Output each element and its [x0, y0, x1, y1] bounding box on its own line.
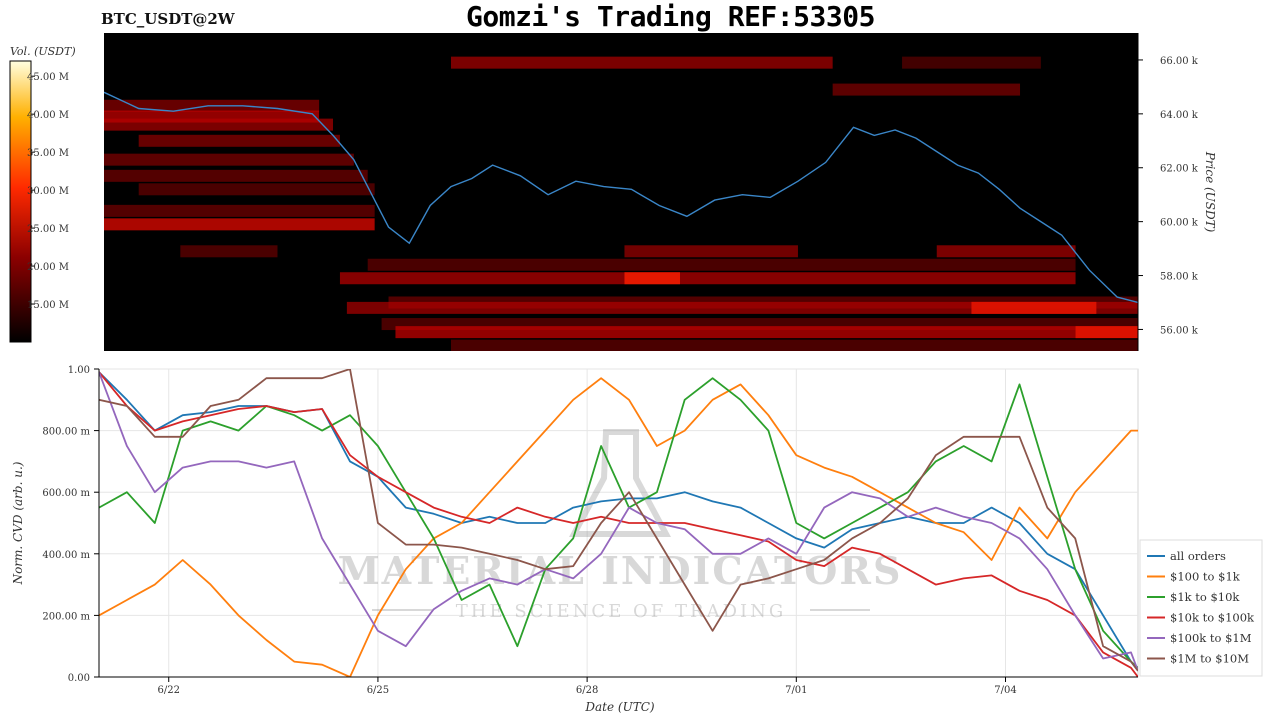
series-line-3: [99, 371, 1138, 677]
cvd-y-ticks: 0.00 200.00 m 400.00 m 600.00 m 800.00 m 1.00: [42, 365, 1138, 684]
x-tick-label: 7/04: [994, 685, 1016, 696]
legend-label: $100 to $1k: [1170, 570, 1241, 584]
price-tick-label: 62.00 k: [1160, 164, 1199, 175]
series-line-5: [99, 369, 1138, 672]
y-tick-label: 600.00 m: [42, 488, 90, 499]
series-line-1: [99, 377, 1138, 677]
x-tick-label: 6/28: [576, 685, 598, 696]
price-tick-label: 56.00 k: [1160, 325, 1199, 336]
heatmap-band: [936, 245, 1076, 258]
heatmap-band: [138, 134, 340, 147]
heatmap-band: [902, 56, 1041, 69]
colorbar-tick-label: 45.00 M: [27, 72, 69, 83]
legend-label: all orders: [1170, 549, 1226, 563]
heatmap-band: [450, 56, 833, 69]
colorbar-tick-label: 35.00 M: [27, 148, 69, 159]
heatmap-band: [104, 218, 375, 231]
y-tick-label: 400.00 m: [42, 550, 90, 561]
heatmap-band: [339, 272, 1076, 285]
heatmap-band: [138, 183, 375, 196]
price-line: [104, 91, 1138, 304]
colorbar-tick-label: 40.00 M: [27, 110, 69, 121]
price-axis-label: Price (USDT): [1203, 151, 1217, 233]
heatmap-band: [367, 258, 1076, 271]
pair-label: BTC_USDT@2W: [101, 10, 235, 28]
y-tick-label: 0.00: [68, 673, 90, 684]
heatmap-band: [971, 301, 1097, 314]
colorbar-tick-label: 20.00 M: [27, 262, 69, 273]
heatmap-band: [104, 118, 334, 131]
heatmap-band: [450, 339, 1138, 351]
price-line-group: [104, 91, 1138, 304]
colorbar-tick-label: 25.00 M: [27, 224, 69, 235]
heatmap-band: [395, 326, 1138, 339]
legend-label: $1k to $10k: [1170, 590, 1240, 604]
colorbar-tick-label: 15.00 M: [27, 300, 69, 311]
x-tick-label: 7/01: [785, 685, 807, 696]
cvd-y-axis-label: Norm. CVD (arb. u.): [11, 461, 25, 585]
x-tick-label: 6/22: [157, 685, 179, 696]
page-title: Gomzi's Trading REF:53305: [466, 0, 875, 33]
heatmap-band: [832, 83, 1021, 96]
heatmap-band: [624, 272, 680, 285]
legend-box: [1139, 539, 1263, 677]
flask-icon: [568, 429, 672, 537]
colorbar-ticks: 45.00 M 40.00 M 35.00 M 30.00 M 25.00 M 20.00…: [27, 72, 69, 311]
cvd-x-axis-label: Date (UTC): [584, 700, 654, 714]
price-tick-label: 66.00 k: [1160, 56, 1199, 67]
price-tick-label: 58.00 k: [1160, 272, 1199, 283]
heatmap-band: [624, 245, 798, 258]
y-tick-label: 800.00 m: [42, 427, 90, 438]
price-tick-label: 60.00 k: [1160, 218, 1199, 229]
watermark: MATERIAL INDICATORS THE SCIENCE OF TRADI…: [338, 429, 903, 622]
colorbar-label: Vol. (USDT): [10, 45, 76, 58]
legend-label: $10k to $100k: [1170, 611, 1255, 625]
heatmap-band: [346, 301, 1138, 314]
x-tick-label: 6/25: [367, 685, 389, 696]
heatmap-band: [104, 169, 368, 182]
heatmap-band: [1075, 326, 1138, 339]
legend-label: $1M to $10M: [1170, 652, 1249, 666]
watermark-line1: MATERIAL INDICATORS: [338, 548, 903, 593]
heatmap-band: [180, 245, 278, 258]
heatmap-band: [104, 204, 375, 217]
cvd-series: [99, 369, 1138, 677]
legend: all orders $100 to $1k $1k to $10k $10k to …: [1147, 549, 1255, 666]
colorbar: [9, 60, 32, 343]
colorbar-tick-label: 30.00 M: [27, 186, 69, 197]
heatmap-band: [104, 153, 354, 166]
y-tick-label: 200.00 m: [42, 611, 90, 622]
price-axis-ticks: 66.00 k 64.00 k 62.00 k 60.00 k 58.00 k 56.00…: [1138, 56, 1199, 336]
watermark-line2: THE SCIENCE OF TRADING: [456, 601, 787, 622]
y-tick-label: 1.00: [68, 365, 90, 376]
price-tick-label: 64.00 k: [1160, 110, 1199, 121]
cvd-x-ticks: 6/22 6/25 6/28 7/01 7/04: [157, 677, 1017, 696]
legend-label: $100k to $1M: [1170, 631, 1252, 645]
series-line-4: [99, 371, 1138, 672]
